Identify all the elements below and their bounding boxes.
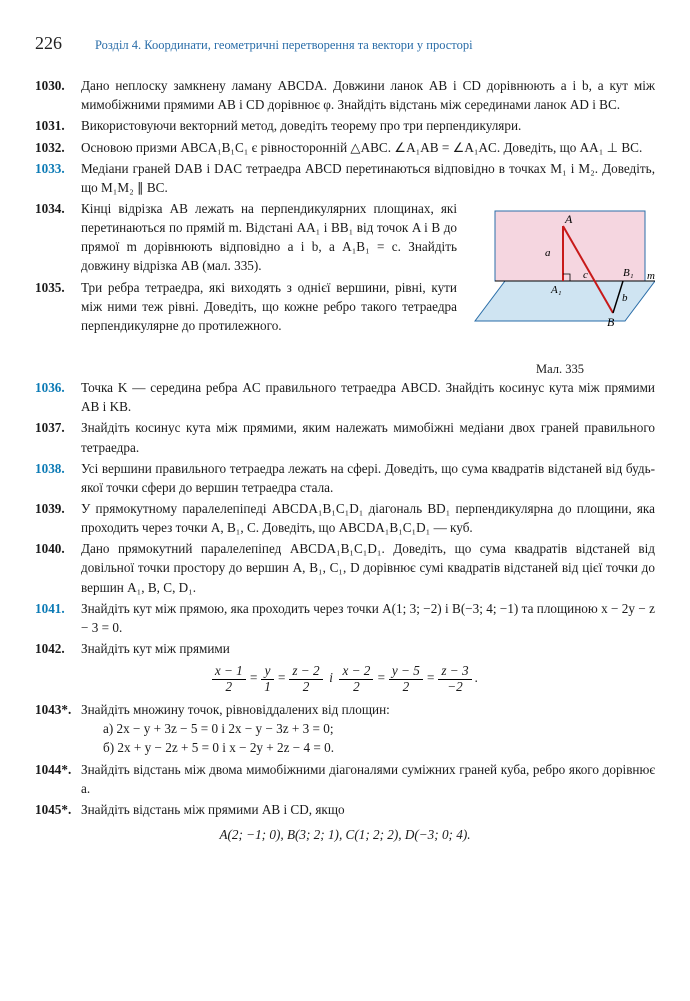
problem-1032: 1032. Основою призми ABCA₁B₁C₁ є рівност…: [35, 138, 655, 157]
problem-number: 1037.: [35, 418, 81, 456]
problem-text: Основою призми ABCA₁B₁C₁ є рівносторонні…: [81, 138, 655, 157]
problem-text: Використовуючи векторний метод, доведіть…: [81, 116, 655, 135]
problem-1033: 1033. Медіани граней DAB і DAC тетраедра…: [35, 159, 655, 197]
problem-1038: 1038. Усі вершини правильного тетраедра …: [35, 459, 655, 497]
problem-1036: 1036. Точка K — середина ребра AC правил…: [35, 378, 655, 416]
problem-text: Знайдіть кут між прямою, яка проходить ч…: [81, 599, 655, 637]
problem-1041: 1041. Знайдіть кут між прямою, яка прохо…: [35, 599, 655, 637]
problem-number: 1035.: [35, 278, 81, 335]
diagram-svg: m A a c A₁ B₁ b B: [465, 201, 655, 351]
problem-number: 1030.: [35, 76, 81, 114]
problem-text: Знайдіть множину точок, рівновіддалених …: [81, 700, 655, 757]
label-b: b: [622, 292, 628, 304]
problem-number: 1036.: [35, 378, 81, 416]
problem-number: 1039.: [35, 499, 81, 537]
sub-a: а) 2x − y + 3z − 5 = 0 i 2x − y − 3z + 3…: [81, 719, 655, 738]
equation-1045: A(2; −1; 0), B(3; 2; 1), C(1; 2; 2), D(−…: [35, 825, 655, 844]
problem-text: Дано неплоску замкнену ламану ABCDA. Дов…: [81, 76, 655, 114]
problem-text: Усі вершини правильного тетраедра лежать…: [81, 459, 655, 497]
problem-text: Знайдіть відстань між двома мимобіжними …: [81, 760, 655, 798]
figure-caption: Мал. 335: [465, 360, 655, 378]
problem-text: Медіани граней DAB і DAC тетраедра ABCD …: [81, 159, 655, 197]
problem-1035: 1035. Три ребра тетраедра, які виходять …: [35, 278, 457, 335]
problem-1044: 1044*. Знайдіть відстань між двома мимоб…: [35, 760, 655, 798]
problem-1043: 1043*. Знайдіть множину точок, рівновідд…: [35, 700, 655, 757]
problem-text: Знайдіть кут між прямими: [81, 639, 655, 658]
problem-text: У прямокутному паралелепіпеді ABCDA₁B₁C₁…: [81, 499, 655, 537]
label-A: A: [564, 212, 573, 226]
sub-b: б) 2x + y − 2z + 5 = 0 i x − 2y + 2z − 4…: [81, 738, 655, 757]
label-a: a: [545, 247, 551, 259]
label-c: c: [583, 269, 588, 281]
problem-1030: 1030. Дано неплоску замкнену ламану ABCD…: [35, 76, 655, 114]
problem-text: Дано прямокутний паралелепіпед ABCDA₁B₁C…: [81, 539, 655, 596]
problem-number: 1034.: [35, 199, 81, 276]
equation-1042: x − 12 = y1 = z − 22 i x − 22 = y − 52 =…: [35, 664, 655, 694]
figure-335: m A a c A₁ B₁ b B Мал. 335: [465, 201, 655, 378]
problem-number: 1041.: [35, 599, 81, 637]
problem-number: 1045*.: [35, 800, 81, 819]
problem-number: 1042.: [35, 639, 81, 658]
problem-text: Точка K — середина ребра AC правильного …: [81, 378, 655, 416]
label-B1: B₁: [623, 267, 634, 279]
problem-number: 1033.: [35, 159, 81, 197]
problem-text: Кінці відрізка AB лежать на перпендикуля…: [81, 199, 457, 276]
problem-1045: 1045*. Знайдіть відстань між прямими AB …: [35, 800, 655, 819]
label-m: m: [647, 270, 655, 282]
problem-1039: 1039. У прямокутному паралелепіпеді ABCD…: [35, 499, 655, 537]
problem-text: Знайдіть косинус кута між прямими, яким …: [81, 418, 655, 456]
problem-number: 1043*.: [35, 700, 81, 757]
problem-number: 1031.: [35, 116, 81, 135]
chapter-title: Розділ 4. Координати, геометричні перетв…: [95, 36, 473, 54]
problem-1040: 1040. Дано прямокутний паралелепіпед ABC…: [35, 539, 655, 596]
problem-1042: 1042. Знайдіть кут між прямими: [35, 639, 655, 658]
problem-number: 1040.: [35, 539, 81, 596]
problem-1031: 1031. Використовуючи векторний метод, до…: [35, 116, 655, 135]
label-A1: A₁: [550, 284, 562, 296]
problem-number: 1038.: [35, 459, 81, 497]
problem-1034: 1034. Кінці відрізка AB лежать на перпен…: [35, 199, 457, 276]
problem-text: Знайдіть відстань між прямими AB і CD, я…: [81, 800, 655, 819]
problem-number: 1044*.: [35, 760, 81, 798]
page-number: 226: [35, 30, 95, 56]
problem-1037: 1037. Знайдіть косинус кута між прямими,…: [35, 418, 655, 456]
problem-number: 1032.: [35, 138, 81, 157]
problem-text: Три ребра тетраедра, які виходять з одні…: [81, 278, 457, 335]
label-B: B: [607, 315, 615, 329]
page-header: 226 Розділ 4. Координати, геометричні пе…: [35, 30, 655, 56]
